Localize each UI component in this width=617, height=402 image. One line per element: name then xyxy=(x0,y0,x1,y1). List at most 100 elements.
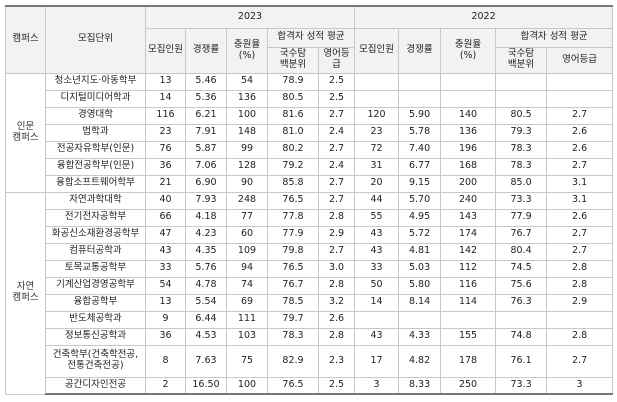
data-cell: 5.46 xyxy=(185,72,227,91)
unit-cell: 청소년지도·아동학부 xyxy=(45,72,146,91)
data-cell: 9.15 xyxy=(398,174,442,193)
data-cell: 90 xyxy=(226,174,268,193)
data-cell: 20 xyxy=(354,174,400,193)
data-cell: 60 xyxy=(226,225,268,244)
data-cell: 76.5 xyxy=(267,259,319,278)
unit-cell: 경영대학 xyxy=(45,106,146,125)
data-cell: 2.6 xyxy=(317,310,356,329)
data-cell: 2.6 xyxy=(546,208,614,227)
data-cell: 78.3 xyxy=(267,327,319,346)
unit-cell: 자연과학대학 xyxy=(45,191,146,210)
data-cell: 100 xyxy=(226,376,268,395)
data-cell: 5.03 xyxy=(398,259,442,278)
data-cell: 3 xyxy=(546,376,614,395)
data-cell: 3.2 xyxy=(317,293,356,312)
data-cell: 4.78 xyxy=(185,276,227,295)
data-cell: 78.3 xyxy=(495,157,548,176)
empty-cell xyxy=(495,72,548,91)
data-cell: 5.54 xyxy=(185,293,227,312)
data-cell: 79.8 xyxy=(267,242,319,261)
unit-cell: 화공신소재환경공학부 xyxy=(45,225,146,244)
unit-cell: 전공자유학부(인문) xyxy=(45,140,146,159)
data-cell: 6.77 xyxy=(398,157,442,176)
empty-cell xyxy=(546,310,614,329)
data-cell: 2.8 xyxy=(546,276,614,295)
data-cell: 2.5 xyxy=(317,72,356,91)
data-cell: 85.8 xyxy=(267,174,319,193)
empty-cell xyxy=(495,89,548,108)
table-row: 건축학부(건축학전공, 전통건축전공) 8 7.63 75 82.9 2.3 17 4.82 1… xyxy=(6,344,614,378)
data-cell: 9 xyxy=(145,310,186,329)
data-cell: 33 xyxy=(354,259,400,278)
data-cell: 103 xyxy=(226,327,268,346)
table-row: 기계산업경영공학부 54 4.78 74 76.7 2.8 50 5.80 116 75.6 2.8 xyxy=(6,276,614,295)
year-header: 2023 xyxy=(144,5,356,29)
table-row: 전기전자공학부 66 4.18 77 77.8 2.8 55 4.95 143 77.9 2.6 xyxy=(6,208,614,227)
data-cell: 2.7 xyxy=(546,225,614,244)
data-cell: 54 xyxy=(145,276,186,295)
admission-table: 캠퍼스 모집단위 2023 2022 모집인원 경쟁률 충원율 (%) 합격자 … xyxy=(5,5,614,395)
header-cell: 경쟁률 xyxy=(398,27,442,74)
unit-cell: 토목교통공학부 xyxy=(45,259,146,278)
data-cell: 5.76 xyxy=(185,259,227,278)
empty-cell xyxy=(440,72,497,91)
data-cell: 4.81 xyxy=(398,242,442,261)
data-cell: 7.06 xyxy=(185,157,227,176)
data-cell: 79.7 xyxy=(267,310,319,329)
data-cell: 21 xyxy=(145,174,186,193)
data-cell: 7.91 xyxy=(185,123,227,142)
data-cell: 2 xyxy=(145,376,186,395)
data-cell: 5.78 xyxy=(398,123,442,142)
data-cell: 23 xyxy=(354,123,400,142)
data-cell: 76.7 xyxy=(495,225,548,244)
unit-cell: 융합공학부 xyxy=(45,293,146,312)
data-cell: 13 xyxy=(145,72,186,91)
data-cell: 168 xyxy=(440,157,497,176)
data-cell: 74.5 xyxy=(495,259,548,278)
data-cell: 5.70 xyxy=(398,191,442,210)
data-cell: 5.87 xyxy=(185,140,227,159)
data-cell: 2.7 xyxy=(546,106,614,125)
campus-cell: 자연 캠퍼스 xyxy=(5,191,46,395)
data-cell: 74 xyxy=(226,276,268,295)
data-cell: 148 xyxy=(226,123,268,142)
data-cell: 140 xyxy=(440,106,497,125)
data-cell: 2.8 xyxy=(546,259,614,278)
table-body: 인문 캠퍼스 청소년지도·아동학부 13 5.46 54 78.9 2.5 디지털미디어학과 1… xyxy=(5,72,614,395)
data-cell: 76.5 xyxy=(267,191,319,210)
data-cell: 111 xyxy=(226,310,268,329)
data-cell: 14 xyxy=(145,89,186,108)
data-cell: 80.5 xyxy=(267,89,319,108)
table-row: 경영대학 116 6.21 100 81.6 2.7 120 5.90 140 80.5 2.7 xyxy=(6,106,614,125)
data-cell: 8.14 xyxy=(398,293,442,312)
data-cell: 14 xyxy=(354,293,400,312)
data-cell: 116 xyxy=(440,276,497,295)
data-cell: 3 xyxy=(354,376,400,395)
data-cell: 2.9 xyxy=(317,225,356,244)
data-cell: 136 xyxy=(440,123,497,142)
table-row: 토목교통공학부 33 5.76 94 76.5 3.0 33 5.03 112 74.5 2.8 xyxy=(6,259,614,278)
data-cell: 79.2 xyxy=(267,157,319,176)
data-cell: 250 xyxy=(440,376,497,395)
header-cell: 충원율 (%) xyxy=(440,27,497,74)
data-cell: 55 xyxy=(354,208,400,227)
header-cell: 캠퍼스 xyxy=(5,5,46,74)
data-cell: 4.23 xyxy=(185,225,227,244)
data-cell: 43 xyxy=(145,242,186,261)
table-wrapper: 캠퍼스 모집단위 2023 2022 모집인원 경쟁률 충원율 (%) 합격자 … xyxy=(5,5,614,395)
data-cell: 74.8 xyxy=(495,327,548,346)
data-cell: 2.9 xyxy=(546,293,614,312)
unit-cell: 기계산업경영공학부 xyxy=(45,276,146,295)
data-cell: 94 xyxy=(226,259,268,278)
data-cell: 81.0 xyxy=(267,123,319,142)
data-cell: 17 xyxy=(354,344,400,378)
data-cell: 54 xyxy=(226,72,268,91)
empty-cell xyxy=(440,310,497,329)
data-cell: 2.4 xyxy=(317,157,356,176)
data-cell: 2.8 xyxy=(317,276,356,295)
data-cell: 78.9 xyxy=(267,72,319,91)
data-cell: 2.4 xyxy=(317,123,356,142)
data-cell: 4.35 xyxy=(185,242,227,261)
data-cell: 174 xyxy=(440,225,497,244)
unit-cell: 건축학부(건축학전공, 전통건축전공) xyxy=(45,344,146,378)
